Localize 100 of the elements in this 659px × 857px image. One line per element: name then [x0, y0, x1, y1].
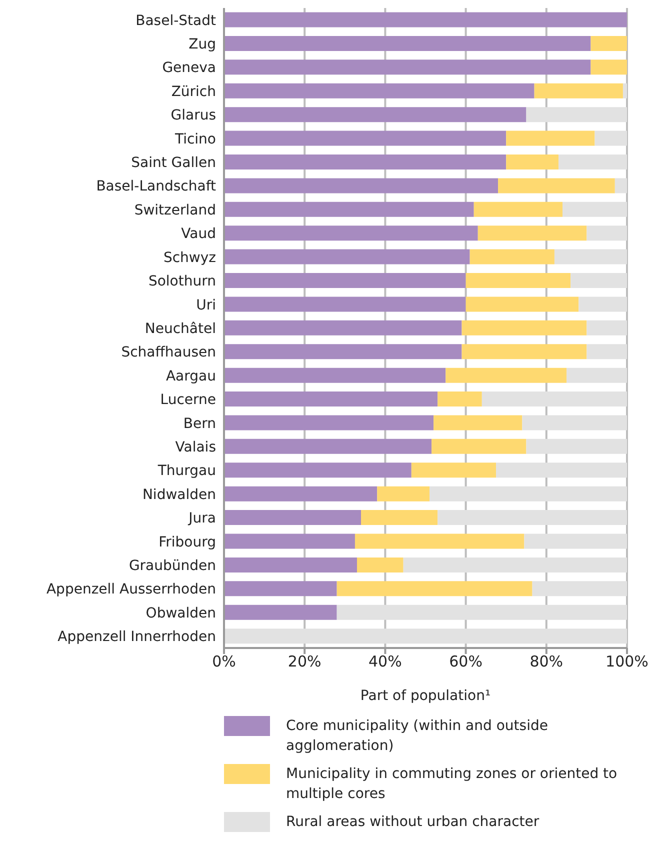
- bar: [526, 438, 627, 454]
- bar: [446, 368, 567, 383]
- y-tick-label: Valais: [175, 439, 216, 456]
- y-tick-label: Schwyz: [163, 250, 216, 266]
- y-tick-label: Thurgau: [156, 463, 216, 480]
- bar: [578, 296, 627, 312]
- x-tick-label: 60%: [449, 652, 482, 671]
- y-tick-label: Uri: [196, 297, 216, 314]
- y-tick-label: Ticino: [174, 131, 216, 148]
- bar: [470, 249, 554, 264]
- bar: [438, 510, 627, 526]
- bar: [224, 344, 462, 360]
- bar: [522, 415, 627, 430]
- bar: [534, 83, 623, 98]
- y-tick-label: Appenzell Innerrhoden: [58, 629, 216, 646]
- bar: [224, 12, 627, 28]
- bar: [224, 557, 357, 572]
- bar: [224, 486, 378, 502]
- bar: [361, 510, 438, 526]
- bar: [224, 320, 462, 336]
- bar: [526, 107, 627, 122]
- y-tick-label: Neuchâtel: [144, 320, 216, 337]
- bar: [336, 581, 532, 596]
- bar: [224, 36, 591, 51]
- x-tick-label: 80%: [530, 652, 564, 671]
- bar: [562, 202, 627, 217]
- bar: [224, 154, 506, 170]
- y-tick-label: Aargau: [166, 368, 216, 384]
- bar: [586, 226, 627, 241]
- x-tick-label: 0%: [212, 652, 236, 671]
- y-tick-label: Zürich: [171, 84, 216, 100]
- legend-label: Rural areas without urban character: [286, 813, 540, 832]
- bar: [224, 296, 466, 312]
- y-tick-label: Nidwalden: [142, 486, 216, 503]
- y-tick-label: Solothurn: [148, 274, 216, 290]
- bar: [438, 392, 482, 407]
- bar: [354, 534, 524, 549]
- bar: [506, 130, 595, 146]
- bar: [224, 534, 355, 549]
- bar: [594, 130, 627, 146]
- y-tick-label: Graubünden: [128, 558, 216, 574]
- bar: [506, 154, 558, 170]
- y-tick-label: Vaud: [181, 226, 216, 242]
- y-tick-label: Glarus: [170, 108, 216, 124]
- bar: [590, 36, 627, 51]
- y-tick-label: Schaffhausen: [121, 344, 216, 361]
- bar: [336, 604, 627, 620]
- y-tick-label: Fribourg: [158, 534, 216, 550]
- bar: [224, 438, 432, 454]
- bar: [224, 510, 362, 526]
- y-tick-label: Jura: [188, 510, 216, 527]
- bar: [478, 226, 587, 241]
- x-tick-label: 100%: [606, 652, 648, 671]
- bar: [224, 60, 591, 75]
- bar: [482, 392, 627, 407]
- bar: [496, 462, 627, 478]
- bar: [224, 226, 478, 241]
- bar: [590, 60, 627, 75]
- y-tick-label: Lucerne: [160, 392, 216, 408]
- bar: [614, 178, 627, 194]
- bar: [224, 628, 627, 644]
- legend-label: Municipality in commuting zones or oriented to multiple cores: [286, 765, 618, 804]
- bar: [466, 273, 571, 288]
- bar: [224, 83, 534, 98]
- bar: [224, 107, 526, 122]
- x-tick-label: 20%: [288, 652, 322, 671]
- x-tick-label: 40%: [368, 652, 402, 671]
- bar: [434, 415, 522, 430]
- bar: [622, 83, 627, 98]
- bar: [462, 320, 587, 336]
- y-tick-label: Geneva: [162, 60, 216, 76]
- bar: [432, 438, 526, 454]
- bar: [498, 178, 615, 194]
- bar: [377, 486, 430, 502]
- bar: [554, 249, 627, 264]
- bar: [224, 604, 337, 620]
- x-axis-title: Part of population¹: [360, 688, 491, 704]
- bar: [224, 249, 470, 264]
- bar: [586, 344, 627, 360]
- y-tick-label: Switzerland: [134, 202, 216, 218]
- bar: [570, 273, 627, 288]
- bar: [566, 368, 627, 383]
- bar: [224, 415, 434, 430]
- bar: [474, 202, 563, 217]
- bar: [430, 486, 627, 502]
- bar: [524, 534, 627, 549]
- bar: [224, 178, 498, 194]
- y-tick-label: Basel-Stadt: [136, 12, 216, 29]
- y-tick-label: Zug: [188, 36, 216, 53]
- bar: [224, 392, 438, 407]
- bar: [224, 462, 412, 478]
- bar: [532, 581, 627, 596]
- y-tick-label: Saint Gallen: [131, 155, 216, 172]
- bar: [224, 581, 337, 596]
- bar: [586, 320, 627, 336]
- bar: [224, 273, 466, 288]
- bar: [411, 462, 496, 478]
- y-tick-label: Basel-Landschaft: [96, 178, 216, 195]
- bar: [224, 202, 474, 217]
- bar: [558, 154, 627, 170]
